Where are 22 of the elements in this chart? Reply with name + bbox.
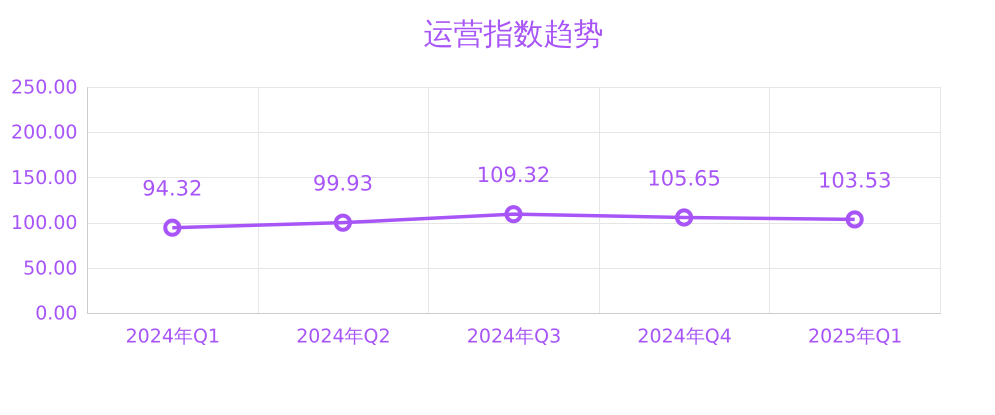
y-tick-label: 250.00 [11,76,78,98]
y-tick-label: 150.00 [11,166,78,189]
data-label: 94.32 [142,176,202,201]
data-label: 103.53 [818,168,892,192]
x-tick-label: 2025年Q1 [808,326,902,348]
data-label: 99.93 [312,172,373,196]
y-tick-label: 0.00 [35,302,78,324]
point [504,205,523,224]
point [163,218,182,237]
x-tick-label: 2024年Q4 [637,326,732,348]
y-tick-label: 200.00 [11,122,78,144]
point [846,210,864,228]
x-tick-label: 2024年Q1 [126,326,220,348]
y-tick-label: 100.00 [11,212,78,234]
point [334,214,352,232]
x-tick-label: 2024年Q3 [466,326,562,348]
data-label: 105.65 [647,166,721,190]
y-tick-label: 50.00 [23,257,78,280]
point [675,208,694,227]
x-tick-label: 2024年Q2 [296,326,391,348]
data-label: 109.32 [476,163,550,188]
chart-title: 运营指数趋势 [424,17,604,52]
